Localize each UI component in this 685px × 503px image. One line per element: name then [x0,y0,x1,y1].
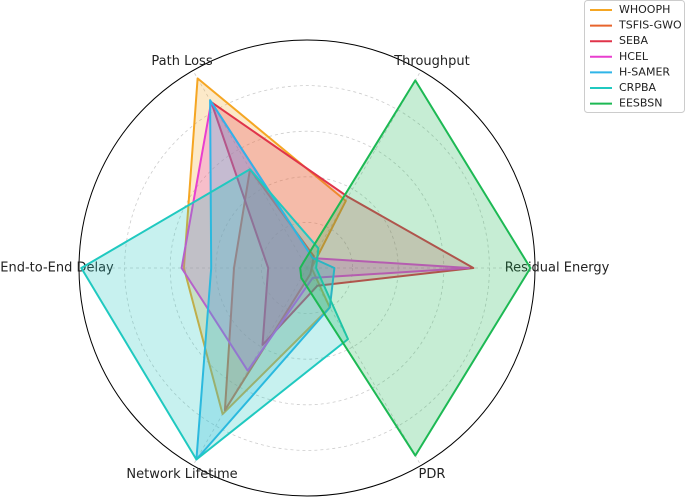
radar-area [80,168,349,461]
legend-label: H-SAMER [619,65,670,78]
radar-area [299,79,532,457]
radar-area [210,101,475,346]
legend-label: SEBA [619,34,648,47]
axis-label: Network Lifetime [126,467,237,482]
legend-label: EESBSN [619,97,662,110]
grid-circle [169,130,445,406]
axis-label: Residual Energy [505,261,610,276]
axis-label: Path Loss [151,54,212,69]
grid-circle [260,221,353,314]
radar-area [223,168,315,412]
axis-label: PDR [419,467,446,482]
legend-label: CRPBA [619,81,657,94]
axis-label: Throughput [393,54,470,69]
legend-label: HCEL [619,50,649,63]
axis-spoke [306,70,422,269]
legend-label: WHOOPH [619,3,670,16]
radar-area [195,99,336,461]
outer-frame [78,39,536,497]
legend-label: TSFIS-GWO [618,19,682,32]
axis-label: End-to-End Delay [0,261,114,276]
legend: WHOOPH TSFIS-GWO SEBA HCEL H-SAMER CRPBA EESBS… [584,0,685,113]
